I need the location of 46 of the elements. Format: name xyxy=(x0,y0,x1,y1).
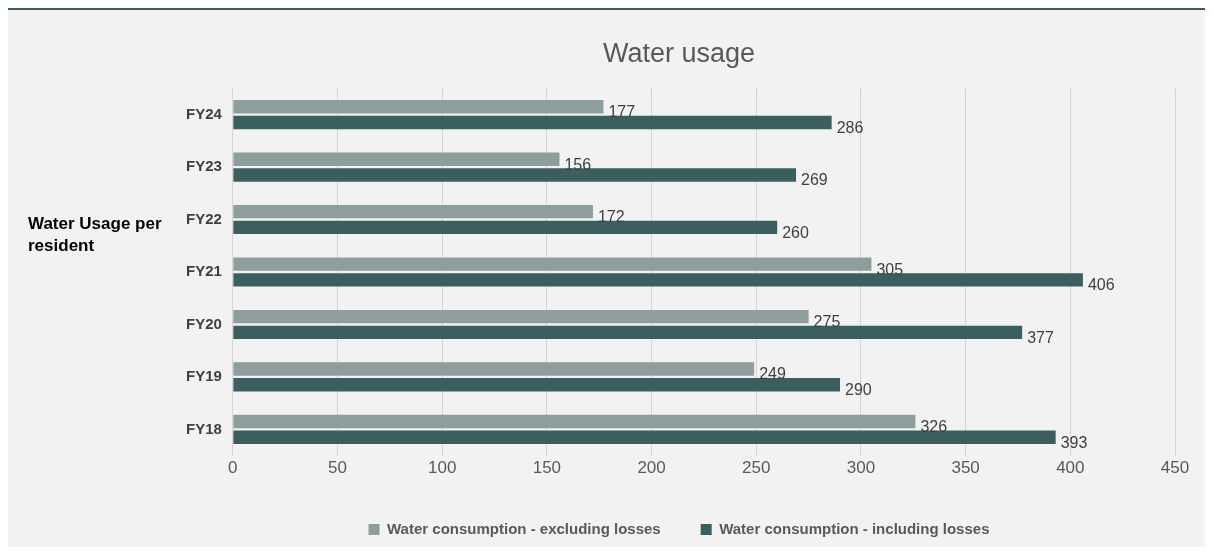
data-label: 286 xyxy=(836,118,864,136)
data-label: 172 xyxy=(597,208,625,226)
y-tick-label: FY19 xyxy=(185,367,222,385)
x-tick-label: 350 xyxy=(951,458,980,478)
x-tick-label: 0 xyxy=(228,458,238,478)
y-tick-label: FY20 xyxy=(185,314,222,332)
x-tick-label: 150 xyxy=(532,458,562,478)
y-tick-label: FY18 xyxy=(185,419,222,437)
y-tick-label: FY23 xyxy=(185,157,222,175)
bar xyxy=(233,273,1083,287)
chart-title: Water usage xyxy=(602,37,756,68)
bar xyxy=(233,168,797,182)
bar xyxy=(233,204,593,219)
data-label: 393 xyxy=(1060,433,1088,451)
y-axis-title: Water Usage per resident xyxy=(28,214,162,255)
bar xyxy=(233,152,560,166)
data-label: 177 xyxy=(608,103,636,121)
data-label: 377 xyxy=(1027,328,1054,346)
y-tick-label: FY22 xyxy=(185,209,222,227)
x-tick-label: 400 xyxy=(1056,458,1085,478)
y-tick-label: FY21 xyxy=(185,262,222,280)
data-label: 269 xyxy=(801,171,828,189)
bar xyxy=(233,115,832,130)
bar xyxy=(233,325,1023,340)
x-tick-label: 300 xyxy=(846,458,876,478)
data-label: 406 xyxy=(1087,276,1115,294)
legend-label: Water consumption - excluding losses xyxy=(387,519,661,537)
bar xyxy=(233,414,916,429)
bar xyxy=(233,309,809,324)
data-label: 326 xyxy=(920,417,948,435)
bar xyxy=(233,378,841,392)
x-tick-label: 450 xyxy=(1160,458,1190,478)
data-label: 290 xyxy=(845,381,872,399)
data-label: 275 xyxy=(813,312,841,330)
bar xyxy=(233,362,755,376)
legend-label: Water consumption - including losses xyxy=(719,519,990,537)
bar xyxy=(233,220,778,235)
bar xyxy=(233,257,872,271)
x-tick-label: 100 xyxy=(428,458,457,478)
x-tick-label: 200 xyxy=(637,458,666,478)
y-tick-label: FY24 xyxy=(185,104,223,122)
bar xyxy=(233,100,604,114)
data-label: 260 xyxy=(782,223,809,241)
x-tick-label: 50 xyxy=(328,458,347,478)
x-tick-label: 250 xyxy=(742,458,771,478)
bar xyxy=(233,430,1056,444)
